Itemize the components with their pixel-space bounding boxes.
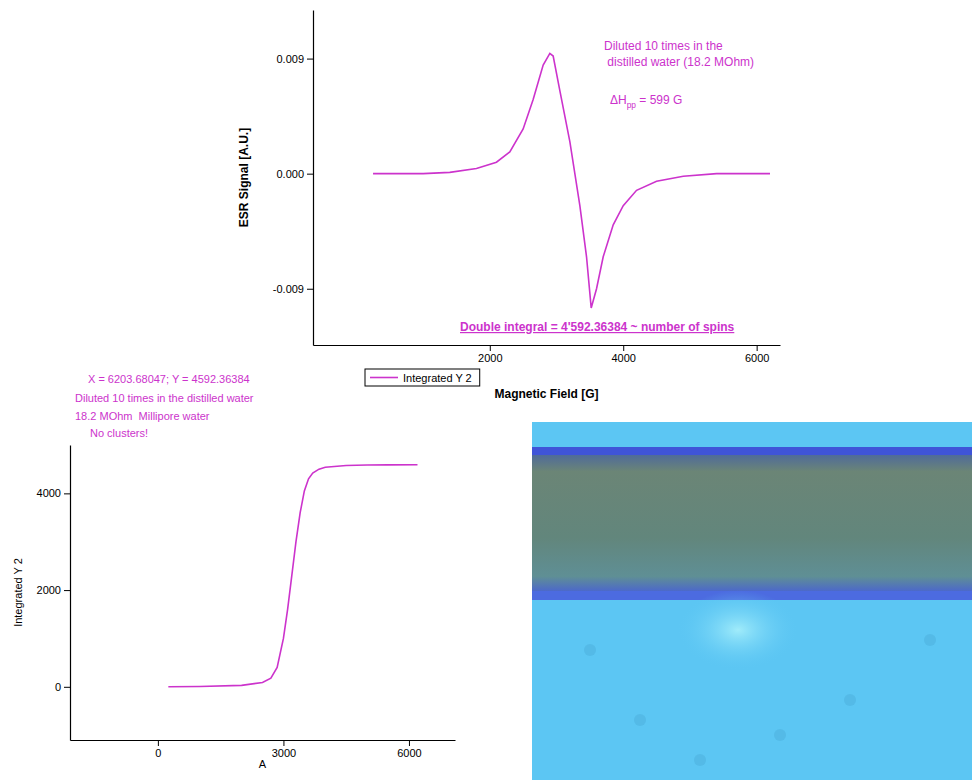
x-axis-title: A <box>259 758 267 770</box>
x-tick: 6000 <box>745 345 769 364</box>
x-tick-mark <box>623 345 624 351</box>
x-tick-label: 6000 <box>397 747 421 759</box>
x-tick: 3000 <box>272 740 296 759</box>
page: 2000 4000 6000 -0.009 0.000 0.009 Magnetic Fie… <box>0 0 972 780</box>
y-tick-mark <box>64 687 70 688</box>
y-tick-label: 4000 <box>37 487 61 499</box>
y-tick: 0.000 <box>276 168 313 180</box>
y-tick-mark <box>307 59 313 60</box>
y-tick-mark <box>64 493 70 494</box>
plot-area <box>373 53 770 307</box>
y-tick: 0 <box>55 681 70 693</box>
x-tick-mark <box>283 740 284 746</box>
x-tick-label: 4000 <box>611 352 635 364</box>
x-tick-mark <box>757 345 758 351</box>
annotation: X = 6203.68047; Y = 4592.36384 <box>88 373 250 385</box>
series-line <box>168 465 417 687</box>
annotation: Diluted 10 times in the distilled water … <box>604 39 754 69</box>
y-axis: 0 2000 4000 <box>37 446 71 741</box>
y-axis-title: Integrated Y 2 <box>12 558 24 627</box>
micrograph-background <box>532 422 972 780</box>
x-tick: 4000 <box>611 345 635 364</box>
x-axis-line <box>314 345 781 346</box>
y-axis-line <box>313 11 314 346</box>
series-line <box>373 53 770 307</box>
x-tick: 0 <box>155 740 161 759</box>
legend-box <box>365 369 480 386</box>
micrograph-dot <box>844 694 856 706</box>
x-tick-label: 3000 <box>272 747 296 759</box>
annotation: Diluted 10 times in the distilled water <box>75 392 254 404</box>
micrograph-band <box>532 455 972 593</box>
y-tick: 4000 <box>37 487 70 499</box>
y-tick-mark <box>307 174 313 175</box>
y-tick-label: 0 <box>55 681 61 693</box>
chart: 2000 4000 6000 -0.009 0.000 0.009 Magnetic Fie… <box>237 11 781 402</box>
y-tick: 0.009 <box>276 53 313 65</box>
annotation-part: = 599 G <box>636 93 682 107</box>
x-tick: 6000 <box>397 740 421 759</box>
x-axis: 0 3000 6000 <box>71 740 456 759</box>
y-axis: -0.009 0.000 0.009 <box>273 11 314 346</box>
x-axis-title: Magnetic Field [G] <box>494 387 598 401</box>
y-tick: 2000 <box>37 584 70 596</box>
x-tick-mark <box>490 345 491 351</box>
y-tick: -0.009 <box>273 283 313 295</box>
annotation-line: distilled water (18.2 MOhm) <box>604 55 754 69</box>
x-tick: 2000 <box>478 345 502 364</box>
annotation: No clusters! <box>90 427 148 439</box>
x-tick-mark <box>158 740 159 746</box>
y-axis-title: ESR Signal [A.U.] <box>237 128 251 227</box>
y-tick-label: 0.009 <box>276 53 304 65</box>
legend: Integrated Y 2 <box>365 369 480 386</box>
y-tick-mark <box>64 590 70 591</box>
x-tick-mark <box>409 740 410 746</box>
annotation-subscript: pp <box>627 100 637 110</box>
chart: 0 3000 6000 0 2000 4000 A Integrated Y 2 X = 620… <box>12 369 480 770</box>
y-axis-line <box>70 446 71 741</box>
micrograph-dot <box>694 754 706 766</box>
x-axis: 2000 4000 6000 <box>314 345 781 364</box>
annotation: 18.2 MOhm Millipore water <box>75 410 210 422</box>
annotation: ΔHpp = 599 G <box>610 93 682 110</box>
micrograph-dot <box>774 729 786 741</box>
y-tick-label: -0.009 <box>273 283 304 295</box>
plot-area <box>168 465 417 687</box>
x-axis-line <box>71 740 456 741</box>
micrograph-spot <box>678 590 798 670</box>
y-tick-label: 2000 <box>37 584 61 596</box>
annotation: Double integral = 4'592.36384 ~ number o… <box>460 320 735 334</box>
micrograph <box>532 422 972 780</box>
annotation-line: Diluted 10 times in the <box>604 39 723 53</box>
y-tick-label: 0.000 <box>276 168 304 180</box>
micrograph-dot <box>634 714 646 726</box>
x-tick-label: 0 <box>155 747 161 759</box>
x-tick-label: 2000 <box>478 352 502 364</box>
micrograph-dot <box>584 644 596 656</box>
x-tick-label: 6000 <box>745 352 769 364</box>
y-tick-mark <box>307 289 313 290</box>
legend-label: Integrated Y 2 <box>403 372 472 384</box>
legend-swatch <box>370 377 398 379</box>
annotation-part: ΔH <box>610 93 627 107</box>
micrograph-dot <box>924 634 936 646</box>
